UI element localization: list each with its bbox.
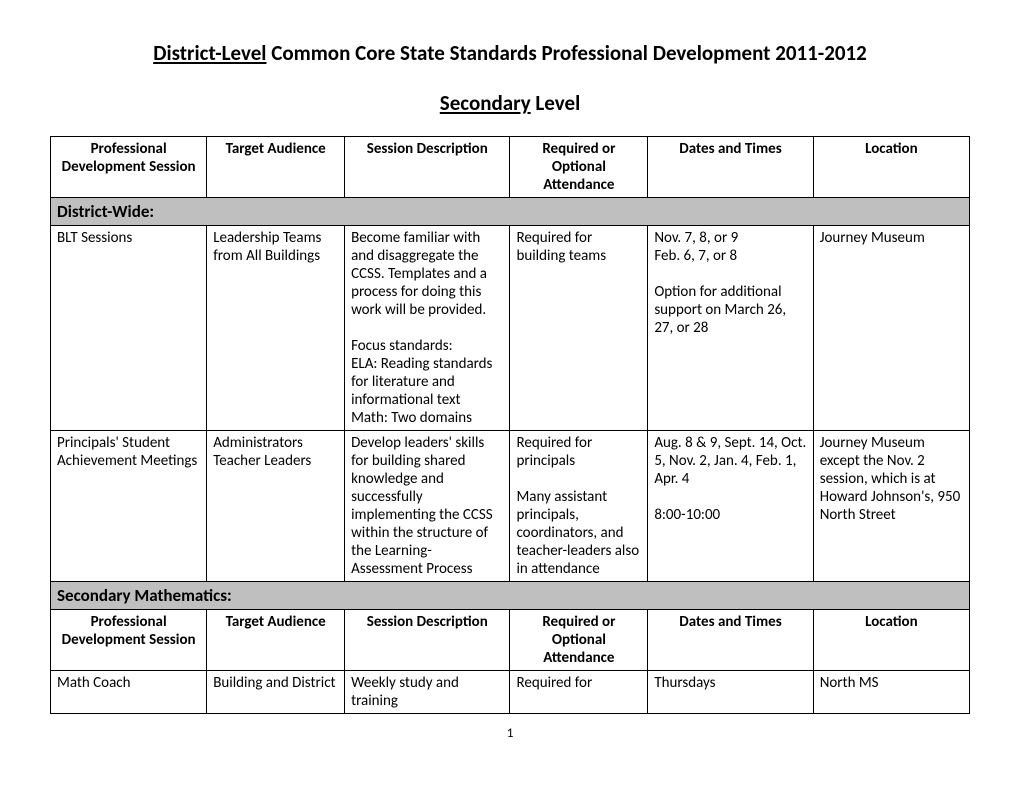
cell: Become familiar with and disaggregate th… [345, 226, 510, 431]
header-cell: Location [813, 610, 969, 671]
cell: BLT Sessions [51, 226, 207, 431]
page-title: District-Level Common Core State Standar… [50, 40, 970, 66]
cell: Administrators Teacher Leaders [207, 431, 345, 582]
cell: Nov. 7, 8, or 9 Feb. 6, 7, or 8 Option f… [648, 226, 813, 431]
header-cell: Target Audience [207, 137, 345, 198]
cell: Develop leaders' skills for building sha… [345, 431, 510, 582]
header-cell: Dates and Times [648, 610, 813, 671]
table-header-row: Professional Development Session Target … [51, 137, 970, 198]
page-number: 1 [50, 726, 970, 741]
header-cell: Required or Optional Attendance [510, 610, 648, 671]
cell: Principals' Student Achievement Meetings [51, 431, 207, 582]
cell: Journey Museum except the Nov. 2 session… [813, 431, 969, 582]
header-cell: Session Description [345, 137, 510, 198]
header-cell: Target Audience [207, 610, 345, 671]
cell: Required for building teams [510, 226, 648, 431]
cell: Aug. 8 & 9, Sept. 14, Oct. 5, Nov. 2, Ja… [648, 431, 813, 582]
table-header-row: Professional Development Session Target … [51, 610, 970, 671]
header-cell: Dates and Times [648, 137, 813, 198]
cell: North MS [813, 671, 969, 714]
header-cell: Location [813, 137, 969, 198]
page-subtitle: Secondary Level [50, 90, 970, 116]
table-row: Math Coach Building and District Weekly … [51, 671, 970, 714]
subtitle-rest: Level [531, 90, 581, 116]
cell: Required for [510, 671, 648, 714]
section-label: Secondary Mathematics: [51, 582, 970, 610]
cell: Required for principals Many assistant p… [510, 431, 648, 582]
section-row: District-Wide: [51, 198, 970, 226]
cell: Math Coach [51, 671, 207, 714]
header-cell: Professional Development Session [51, 137, 207, 198]
header-cell: Required or Optional Attendance [510, 137, 648, 198]
cell: Leadership Teams from All Buildings [207, 226, 345, 431]
section-row: Secondary Mathematics: [51, 582, 970, 610]
pd-table: Professional Development Session Target … [50, 136, 970, 714]
cell: Building and District [207, 671, 345, 714]
table-row: BLT Sessions Leadership Teams from All B… [51, 226, 970, 431]
title-underlined: District-Level [153, 40, 266, 66]
subtitle-underlined: Secondary [440, 90, 531, 116]
cell: Weekly study and training [345, 671, 510, 714]
section-label: District-Wide: [51, 198, 970, 226]
header-cell: Professional Development Session [51, 610, 207, 671]
title-rest: Common Core State Standards Professional… [266, 40, 866, 66]
cell: Journey Museum [813, 226, 969, 431]
table-row: Principals' Student Achievement Meetings… [51, 431, 970, 582]
header-cell: Session Description [345, 610, 510, 671]
cell: Thursdays [648, 671, 813, 714]
